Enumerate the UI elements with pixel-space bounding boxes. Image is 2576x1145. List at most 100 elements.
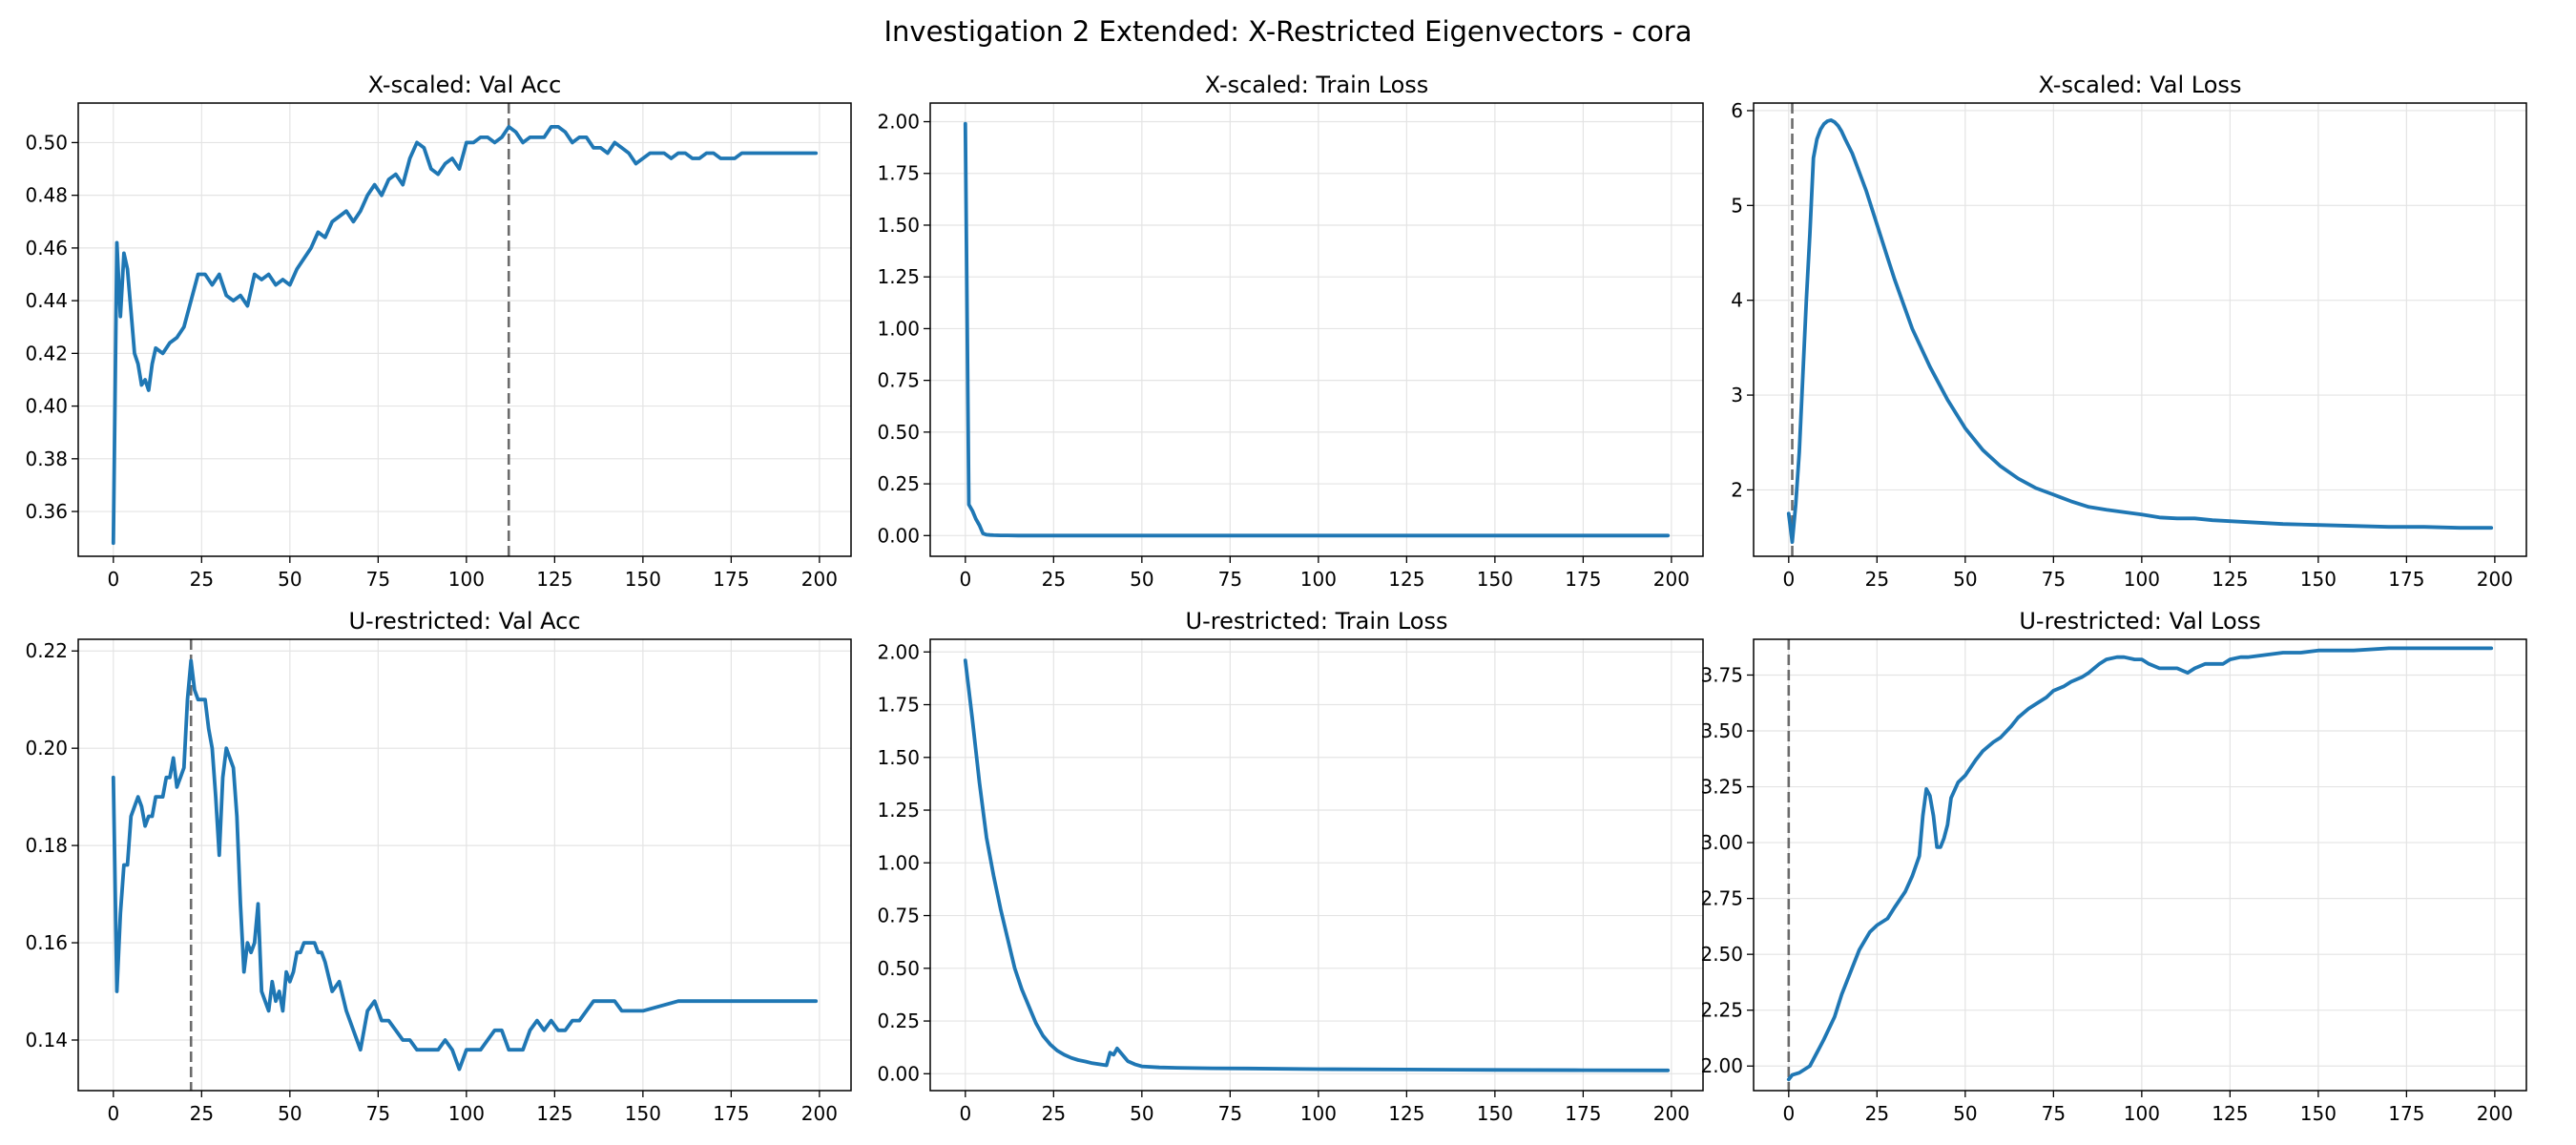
x-tick-label: 150	[625, 568, 661, 591]
x-tick-label: 25	[1042, 1102, 1066, 1125]
x-tick-label: 75	[366, 568, 390, 591]
x-tick-label: 0	[107, 568, 119, 591]
y-tick-label: 0.50	[25, 131, 68, 154]
y-tick-label: 3	[1731, 384, 1743, 406]
chart-title: X-scaled: Val Acc	[368, 72, 562, 98]
y-tick-label: 1.75	[877, 162, 920, 185]
y-tick-label: 0.22	[25, 639, 68, 662]
x-tick-label: 150	[1477, 1102, 1513, 1125]
y-tick-label: 3.50	[1700, 719, 1743, 742]
chart-title: X-scaled: Train Loss	[1205, 72, 1429, 98]
y-tick-label: 3.25	[1700, 776, 1743, 799]
x-tick-label: 25	[1042, 568, 1066, 591]
chart-panel-4: 0 25 50 75 100 125 150 175 200 0.14 0.16 0.18 0.20 0.…	[25, 608, 852, 1125]
chart-panel-5: 0 25 50 75 100 125 150 175 200 0.00 0.25 0.50 0.75 1.…	[877, 608, 1704, 1125]
figure-title: Investigation 2 Extended: X-Restricted E…	[883, 15, 1693, 48]
x-tick-label: 125	[536, 1102, 572, 1125]
x-tick-label: 200	[801, 1102, 838, 1125]
series-line	[963, 658, 1671, 1072]
x-tick-label: 75	[366, 1102, 390, 1125]
y-tick-label: 0.46	[25, 237, 68, 260]
x-tick-label: 50	[1953, 568, 1977, 591]
y-tick-label: 0.50	[877, 957, 920, 980]
y-tick-label: 2.50	[1700, 943, 1743, 966]
y-tick-label: 1.50	[877, 214, 920, 237]
axes-frame	[929, 102, 1704, 557]
y-tick-label: 1.25	[877, 265, 920, 288]
y-tick-label: 1.00	[877, 851, 920, 874]
y-tick-label: 0.75	[877, 905, 920, 927]
y-tick-label: 0.48	[25, 184, 68, 207]
axes-frame	[77, 638, 852, 1092]
axes-frame	[929, 638, 1704, 1092]
x-tick-label: 175	[2388, 1102, 2424, 1125]
y-tick-label: 4	[1731, 289, 1743, 312]
x-tick-label: 150	[2300, 568, 2337, 591]
y-tick-label: 1.00	[877, 317, 920, 340]
chart-panel-6: 0 25 50 75 100 125 150 175 200 2.00 2.25 2.50 2.75 3.…	[1700, 608, 2527, 1125]
x-tick-label: 200	[1653, 1102, 1690, 1125]
y-tick-label: 0.20	[25, 737, 68, 760]
series-line	[1786, 646, 2494, 1082]
x-tick-label: 125	[1388, 1102, 1424, 1125]
axes-frame	[1753, 638, 2527, 1092]
x-tick-label: 100	[2124, 568, 2160, 591]
y-tick-label: 0.00	[877, 524, 920, 547]
x-tick-label: 50	[1130, 1102, 1153, 1125]
x-tick-label: 175	[1565, 1102, 1601, 1125]
y-tick-label: 0.44	[25, 289, 68, 312]
x-tick-label: 100	[448, 1102, 485, 1125]
y-tick-label: 0.18	[25, 834, 68, 857]
y-tick-label: 0.25	[877, 1010, 920, 1032]
y-tick-label: 0.00	[877, 1062, 920, 1085]
x-tick-label: 50	[1130, 568, 1153, 591]
series-line	[111, 658, 819, 1072]
y-tick-label: 0.40	[25, 395, 68, 418]
y-tick-label: 0.25	[877, 472, 920, 495]
x-tick-label: 125	[1388, 568, 1424, 591]
x-tick-label: 25	[1865, 1102, 1889, 1125]
y-tick-label: 0.75	[877, 369, 920, 392]
x-tick-label: 200	[1653, 568, 1690, 591]
x-tick-label: 125	[536, 568, 572, 591]
x-tick-label: 75	[1218, 568, 1242, 591]
y-tick-label: 6	[1731, 99, 1743, 122]
x-tick-label: 175	[2388, 568, 2424, 591]
series-line	[963, 121, 1671, 538]
y-tick-label: 2.00	[877, 640, 920, 663]
chart-panel-1: 0 25 50 75 100 125 150 175 200 0.36 0.38 0.40 0.42 0.…	[25, 72, 852, 591]
y-tick-label: 5	[1731, 194, 1743, 217]
y-tick-label: 1.25	[877, 799, 920, 822]
series-line	[1786, 118, 2494, 544]
y-tick-label: 1.75	[877, 694, 920, 717]
x-tick-label: 25	[190, 1102, 214, 1125]
y-tick-label: 1.50	[877, 746, 920, 769]
x-tick-label: 150	[1477, 568, 1513, 591]
x-tick-label: 175	[713, 568, 749, 591]
x-tick-label: 125	[2212, 1102, 2248, 1125]
chart-title: U-restricted: Train Loss	[1186, 608, 1448, 635]
x-tick-label: 150	[625, 1102, 661, 1125]
y-tick-label: 0.16	[25, 931, 68, 954]
x-tick-label: 100	[448, 568, 485, 591]
x-tick-label: 150	[2300, 1102, 2337, 1125]
x-tick-label: 75	[2042, 1102, 2066, 1125]
x-tick-label: 0	[959, 568, 971, 591]
y-tick-label: 3.75	[1700, 663, 1743, 686]
chart-title: X-scaled: Val Loss	[2039, 72, 2242, 98]
x-tick-label: 200	[2477, 1102, 2513, 1125]
chart-panel-2: 0 25 50 75 100 125 150 175 200 0.00 0.25 0.50 0.75 1.…	[877, 72, 1704, 591]
series-line	[111, 124, 819, 546]
axes-frame	[77, 102, 852, 557]
x-tick-label: 75	[2042, 568, 2066, 591]
y-tick-label: 2.00	[877, 111, 920, 134]
axes-frame	[1753, 102, 2527, 557]
chart-panel-3: 0 25 50 75 100 125 150 175 200 2 3 4 5 6 X-scaled: Val…	[1731, 72, 2527, 591]
y-tick-label: 0.38	[25, 448, 68, 470]
x-tick-label: 100	[1300, 1102, 1337, 1125]
y-tick-label: 0.50	[877, 421, 920, 444]
x-tick-label: 50	[1953, 1102, 1977, 1125]
x-tick-label: 175	[713, 1102, 749, 1125]
x-tick-label: 75	[1218, 1102, 1242, 1125]
x-tick-label: 100	[1300, 568, 1337, 591]
